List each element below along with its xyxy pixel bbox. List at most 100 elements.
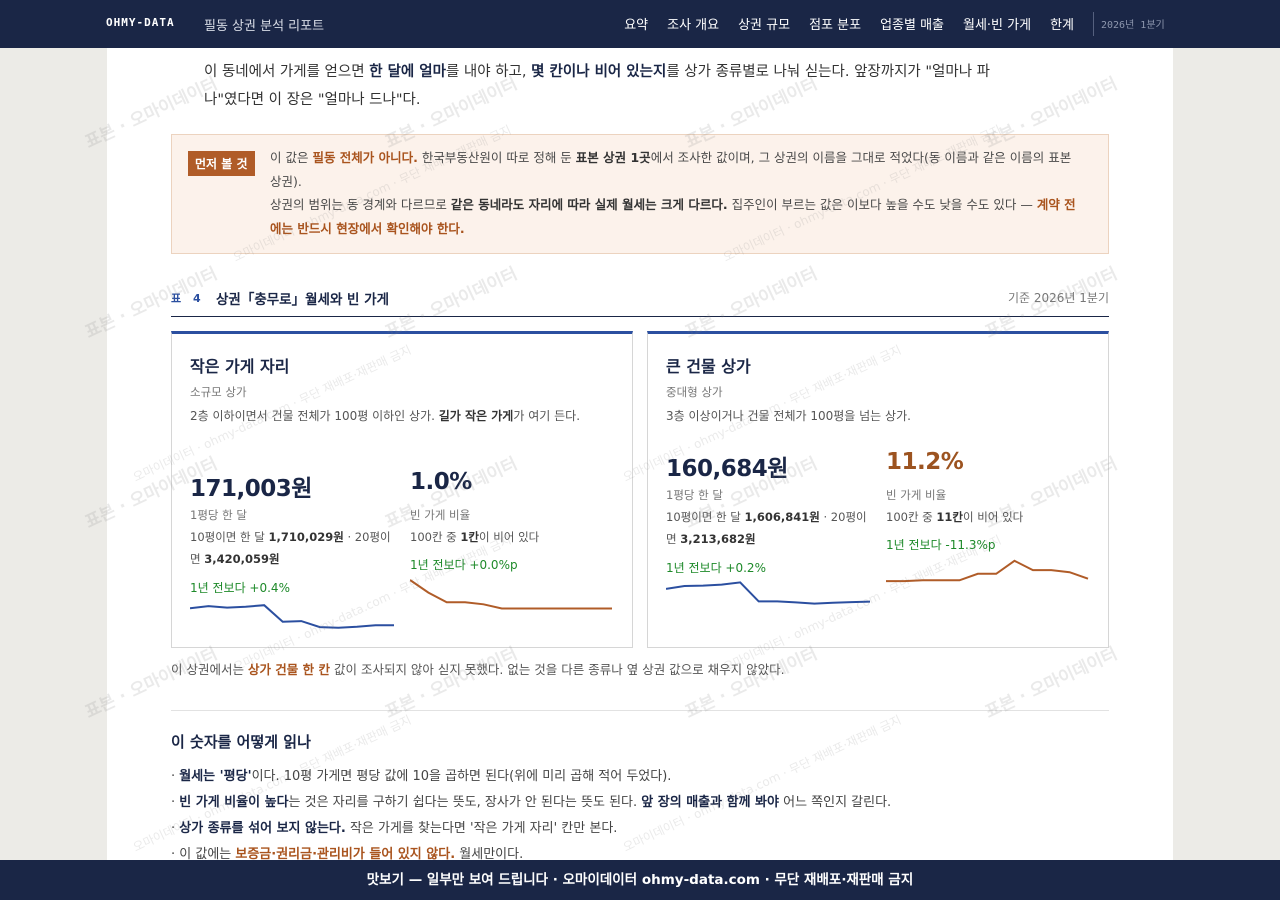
- notice-text: 이 값은 필동 전체가 아니다. 한국부동산원이 따로 정해 둔 표본 상권 1…: [270, 146, 1086, 240]
- rent-sparkline-line: [190, 604, 394, 629]
- card-small-store: 작은 가게 자리 소규모 상가 2층 이하이면서 건물 전체가 100평 이하인…: [171, 331, 633, 648]
- rent-sparkline: [190, 604, 394, 629]
- footnote-text: 값이 조사되지 않아 싣지 못했다. 없는 것을 다른 종류나 옆 상권 값으로…: [330, 662, 785, 677]
- rent-label: 1평당 한 달: [190, 508, 247, 522]
- notice-tag: 먼저 볼 것: [188, 151, 255, 176]
- notice-text-part: 상권의 범위는 동 경계와 다르므로: [270, 197, 451, 212]
- vacancy-count: 11칸: [936, 510, 964, 524]
- preview-footer-bar: 맛보기 — 일부만 보여 드립니다 · 오마이데이터 ohmy-data.com…: [0, 860, 1280, 900]
- vacancy-sparkline: [886, 559, 1089, 583]
- table-footnote: 이 상권에서는 상가 건물 한 칸 값이 조사되지 않아 싣지 못했다. 없는 …: [171, 659, 785, 678]
- vacancy-detail: 100칸 중 11칸이 비어 있다: [886, 506, 1096, 528]
- nav-item-distribution[interactable]: 점포 분포: [809, 18, 862, 33]
- section-nav: 요약 조사 개요 상권 규모 점포 분포 업종별 매출 월세·빈 가게 한계: [624, 14, 1074, 33]
- rent-change: 1년 전보다 +0.2%: [666, 561, 766, 575]
- card-description: 2층 이하이면서 건물 전체가 100평 이하인 상가. 길가 작은 가게가 여…: [190, 406, 615, 427]
- rent-20py-value: 3,420,059원: [204, 552, 280, 566]
- card-desc-text: 가 여기 든다.: [513, 409, 581, 423]
- intro-emphasis: 몇 칸이나 비어 있는지: [531, 64, 667, 80]
- list-item-bold: 월세는 '평당': [179, 769, 252, 784]
- report-page: 이 동네에서 가게를 얻으면 한 달에 얼마를 내야 하고, 몇 칸이나 비어 …: [107, 48, 1173, 860]
- list-item: · 빈 가게 비율이 높다는 것은 자리를 구하기 쉽다는 뜻도, 장사가 안 …: [171, 795, 892, 810]
- vacancy-detail-text: 이 비어 있다: [963, 510, 1024, 524]
- notice-highlight: 필동 전체가 아니다.: [312, 150, 418, 165]
- vacancy-count: 1칸: [460, 530, 480, 544]
- notice-text-part: 이 값은: [270, 150, 313, 165]
- nav-item-scale[interactable]: 상권 규모: [738, 18, 791, 33]
- table-number: 표 4: [171, 292, 205, 305]
- rent-value: 160,684원: [666, 456, 788, 482]
- top-nav-bar: OHMY-DATA 필동 상권 분석 리포트 요약 조사 개요 상권 규모 점포…: [0, 0, 1280, 48]
- vacancy-label: 빈 가게 비율: [886, 488, 947, 502]
- notice-text-part: 한국부동산원이 따로 정해 둔: [417, 150, 576, 165]
- footnote-text: 이 상권에서는: [171, 662, 248, 677]
- list-item-bold: 앞 장의 매출과 함께 봐야: [641, 795, 779, 810]
- vacancy-change: 1년 전보다 -11.3%p: [886, 538, 996, 552]
- notice-text-part: 집주인이 부르는 값은 이보다 높을 수도 낮을 수도 있다 —: [727, 197, 1037, 212]
- notice-highlight: 계약 전에는 반드시 현장에서 확인해야 한다.: [270, 197, 1076, 236]
- notice-box: 먼저 볼 것 이 값은 필동 전체가 아니다. 한국부동산원이 따로 정해 둔 …: [171, 134, 1109, 254]
- card-desc-text: 2층 이하이면서 건물 전체가 100평 이하인 상가.: [190, 409, 439, 423]
- list-item: · 상가 종류를 섞어 보지 않는다. 작은 가게를 찾는다면 '작은 가게 자…: [171, 821, 618, 836]
- vacancy-label: 빈 가게 비율: [410, 508, 471, 522]
- list-item-text: 이다. 10평 가게면 평당 값에 10을 곱하면 된다(위에 미리 곱해 적어…: [251, 769, 672, 784]
- intro-emphasis: 한 달에 얼마: [369, 64, 446, 80]
- card-large-building: 큰 건물 상가 중대형 상가 3층 이상이거나 건물 전체가 100평을 넘는 …: [647, 331, 1109, 648]
- intro-paragraph: 이 동네에서 가게를 얻으면 한 달에 얼마를 내야 하고, 몇 칸이나 비어 …: [204, 58, 1004, 114]
- howto-list: · 월세는 '평당'이다. 10평 가게면 평당 값에 10을 곱하면 된다(위…: [171, 764, 1109, 860]
- table-header: 표 4 상권「충무로」월세와 빈 가게 기준 2026년 1분기: [171, 288, 1109, 317]
- list-item-bold: 상가 종류를 섞어 보지 않는다.: [179, 821, 346, 836]
- rent-value: 171,003원: [190, 476, 312, 502]
- list-item-text: 이 값에는: [179, 847, 236, 860]
- rent-detail-text: · 20평이면: [666, 510, 867, 546]
- list-item-highlight: 보증금·권리금·관리비가 들어 있지 않다.: [235, 847, 456, 860]
- table-title: 상권「충무로」월세와 빈 가게: [216, 292, 390, 308]
- rent-sparkline: [666, 581, 871, 605]
- notice-bold: 표본 상권 1곳: [575, 150, 651, 165]
- vacancy-value: 1.0%: [410, 469, 472, 495]
- nav-item-rent[interactable]: 월세·빈 가게: [963, 18, 1032, 33]
- list-item-text: 는 것은 자리를 구하기 쉽다는 뜻도, 장사가 안 된다는 뜻도 된다.: [288, 795, 642, 810]
- list-item-bold: 빈 가게 비율이 높다: [179, 795, 289, 810]
- intro-text: 를 상가 종류별로 나눠 싣는다. 앞장까지가 "얼마나 파나"였다면 이 장은…: [204, 64, 991, 108]
- card-type: 소규모 상가: [190, 385, 247, 399]
- notice-text-part: 에서 조사한 값이며, 그 상권의 이름을 그대로 적었다(동 이름과 같은 이…: [270, 150, 1072, 189]
- rent-detail: 10평이면 한 달 1,710,029원 · 20평이면 3,420,059원: [190, 526, 396, 570]
- rent-change: 1년 전보다 +0.4%: [190, 581, 290, 595]
- notice-bold: 같은 동네라도 자리에 따라 실제 월세는 크게 다르다.: [450, 197, 728, 212]
- card-description: 3층 이상이거나 건물 전체가 100평을 넘는 상가.: [666, 406, 1091, 427]
- howto-title: 이 숫자를 어떻게 읽나: [171, 733, 311, 751]
- table-base-period: 기준 2026년 1분기: [1007, 291, 1109, 305]
- rent-sparkline-line: [666, 581, 871, 605]
- rent-label: 1평당 한 달: [666, 488, 723, 502]
- rent-detail-text: · 20평이면: [190, 530, 391, 566]
- brand-logo[interactable]: OHMY-DATA: [106, 16, 175, 29]
- section-divider: [171, 710, 1109, 711]
- nav-item-limits[interactable]: 한계: [1050, 18, 1074, 33]
- vacancy-change: 1년 전보다 +0.0%p: [410, 558, 518, 572]
- list-item-text: 어느 쪽인지 갈린다.: [778, 795, 892, 810]
- list-item-text: 작은 가게를 찾는다면 '작은 가게 자리' 칸만 본다.: [345, 821, 618, 836]
- card-title: 큰 건물 상가: [666, 357, 751, 376]
- vacancy-sparkline-line: [886, 559, 1089, 583]
- intro-text: 이 동네에서 가게를 얻으면: [204, 64, 370, 80]
- footnote-highlight: 상가 건물 한 칸: [247, 662, 331, 677]
- nav-item-overview[interactable]: 조사 개요: [667, 18, 720, 33]
- period-label: 2026년 1분기: [1093, 12, 1173, 36]
- list-item-text: 월세만이다.: [455, 847, 524, 860]
- vacancy-detail-text: 100칸 중: [886, 510, 937, 524]
- vacancy-sparkline-line: [410, 579, 612, 610]
- rent-10py-value: 1,710,029원: [268, 530, 344, 544]
- nav-item-summary[interactable]: 요약: [624, 18, 649, 33]
- rent-20py-value: 3,213,682원: [680, 532, 756, 546]
- card-type: 중대형 상가: [666, 385, 723, 399]
- list-item: · 월세는 '평당'이다. 10평 가게면 평당 값에 10을 곱하면 된다(위…: [171, 769, 672, 784]
- vacancy-detail-text: 100칸 중: [410, 530, 461, 544]
- nav-item-sales[interactable]: 업종별 매출: [880, 18, 944, 33]
- vacancy-value: 11.2%: [886, 449, 964, 475]
- vacancy-detail: 100칸 중 1칸이 비어 있다: [410, 526, 620, 548]
- list-item: · 이 값에는 보증금·권리금·관리비가 들어 있지 않다. 월세만이다.: [171, 847, 524, 860]
- rent-detail-text: 10평이면 한 달: [666, 510, 745, 524]
- vacancy-detail-text: 이 비어 있다: [479, 530, 540, 544]
- rent-detail: 10평이면 한 달 1,606,841원 · 20평이면 3,213,682원: [666, 506, 872, 550]
